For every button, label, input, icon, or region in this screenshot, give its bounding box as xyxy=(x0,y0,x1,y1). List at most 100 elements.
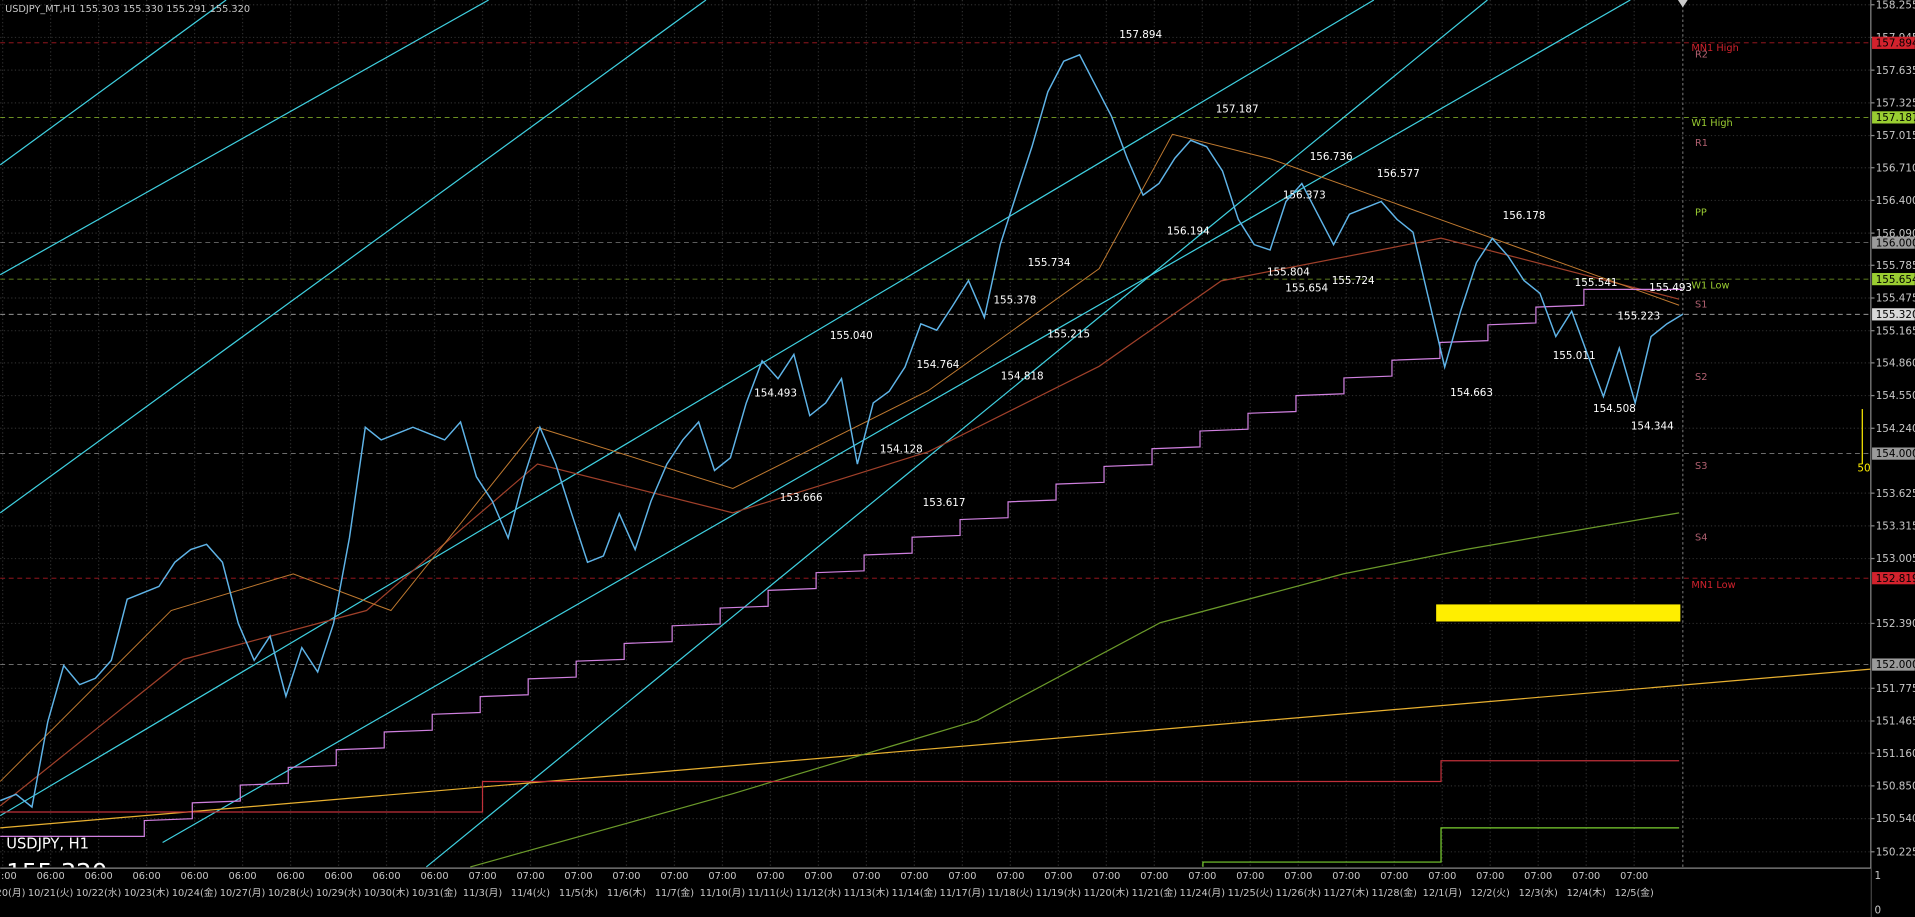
x-date-label: 10/29(水) xyxy=(316,887,361,899)
level-label: 156.000 xyxy=(1876,237,1915,249)
extreme-label: 156.736 xyxy=(1310,151,1353,163)
x-date-label: 11/10(月) xyxy=(700,887,745,899)
x-date-label: 11/24(月) xyxy=(1180,887,1225,899)
y-tick-label: 155.785 xyxy=(1876,260,1915,272)
level-box xyxy=(1872,308,1915,321)
sub-scale: 0 xyxy=(1874,904,1881,916)
x-time-label: 07:00 xyxy=(660,871,688,882)
level-box xyxy=(1872,236,1915,249)
x-date-label: 10/31(金) xyxy=(412,886,457,899)
x-time-label: 06:00 xyxy=(372,871,400,882)
x-date-label: 10/27(月) xyxy=(220,887,265,899)
x-time-label: 07:00 xyxy=(0,871,17,882)
extreme-label: 157.894 xyxy=(1119,29,1162,41)
channel-line xyxy=(0,0,227,166)
zone-box xyxy=(1436,604,1681,622)
pivot-label: S3 xyxy=(1695,461,1707,472)
y-tick-label: 158.255 xyxy=(1876,0,1915,11)
pivot-label: W1 High xyxy=(1691,118,1732,129)
channel-line xyxy=(0,0,707,514)
x-time-label: 07:00 xyxy=(612,871,640,882)
x-time-label: 07:00 xyxy=(1620,871,1648,882)
x-date-label: 11/18(火) xyxy=(988,888,1033,899)
extreme-label: 155.804 xyxy=(1267,267,1310,279)
x-time-label: 06:00 xyxy=(133,871,161,882)
x-date-label: 11/26(水) xyxy=(1276,887,1321,899)
x-date-label: 11/6(木) xyxy=(607,887,646,899)
x-time-label: 07:00 xyxy=(852,871,880,882)
x-time-label: 07:00 xyxy=(948,871,976,882)
weekly-step xyxy=(1202,827,1680,867)
y-tick-label: 150.225 xyxy=(1876,846,1915,858)
x-date-label: 10/28(火) xyxy=(268,888,313,899)
x-date-label: 10/20(月) xyxy=(0,887,25,899)
level-label: 157.894 xyxy=(1876,37,1915,49)
x-time-label: 06:00 xyxy=(37,871,65,882)
x-time-label: 07:00 xyxy=(900,871,928,882)
extreme-label: 156.373 xyxy=(1283,189,1326,201)
level-label: 155.654 xyxy=(1876,274,1915,286)
y-tick-label: 150.540 xyxy=(1876,813,1915,825)
extreme-label: 153.666 xyxy=(780,492,823,504)
channel-line xyxy=(0,0,489,276)
x-time-label: 07:00 xyxy=(1524,871,1552,882)
trend-line xyxy=(0,668,1871,829)
level-label: 154.000 xyxy=(1876,448,1915,460)
x-date-label: 11/25(火) xyxy=(1228,888,1273,899)
extreme-label: 155.040 xyxy=(830,330,873,342)
x-time-label: 07:00 xyxy=(468,871,496,882)
x-date-label: 12/1(月) xyxy=(1423,887,1462,899)
extreme-label: 155.215 xyxy=(1047,329,1090,341)
x-date-label: 11/13(木) xyxy=(844,887,889,899)
extreme-label: 154.493 xyxy=(754,388,797,400)
pivot-label: PP xyxy=(1695,208,1707,219)
sub-scale: 1 xyxy=(1874,870,1881,882)
grid xyxy=(0,0,1871,869)
y-tick-label: 156.710 xyxy=(1876,162,1915,174)
level-label: 157.187 xyxy=(1876,112,1915,124)
channel-line xyxy=(425,0,1488,868)
pivot-label: S2 xyxy=(1695,372,1707,383)
price-line xyxy=(0,53,1684,809)
x-time-label: 07:00 xyxy=(1140,871,1168,882)
x-date-label: 10/21(火) xyxy=(28,888,73,899)
x-time-label: 07:00 xyxy=(516,871,544,882)
x-time-label: 06:00 xyxy=(420,871,448,882)
extreme-label: 155.541 xyxy=(1575,277,1618,289)
extreme-label: 154.818 xyxy=(1001,371,1044,383)
x-time-label: 06:00 xyxy=(85,871,113,882)
level-label: 152.819 xyxy=(1876,573,1915,585)
y-tick-label: 151.775 xyxy=(1876,683,1915,695)
x-time-label: 07:00 xyxy=(1092,871,1120,882)
level-box xyxy=(1872,273,1915,286)
x-axis-band xyxy=(0,868,1871,917)
x-date-label: 10/23(木) xyxy=(124,887,169,899)
header: USDJPY_MT,H1 155.303 155.330 155.291 155… xyxy=(5,4,250,15)
x-time-label: 07:00 xyxy=(1188,871,1216,882)
x-time-label: 07:00 xyxy=(1332,871,1360,882)
x-time-label: 07:00 xyxy=(1380,871,1408,882)
x-date-label: 10/22(水) xyxy=(76,887,121,899)
extreme-label: 155.223 xyxy=(1617,311,1660,323)
channel-line xyxy=(162,0,1631,844)
x-time-label: 07:00 xyxy=(996,871,1024,882)
extreme-label: 156.194 xyxy=(1167,225,1210,237)
x-time-label: 06:00 xyxy=(181,871,209,882)
extreme-label: 154.128 xyxy=(880,443,923,455)
level-label: 152.000 xyxy=(1876,659,1915,671)
extreme-label: 155.493 xyxy=(1649,282,1692,294)
x-time-label: 07:00 xyxy=(804,871,832,882)
extreme-label: 155.734 xyxy=(1028,257,1071,269)
x-date-label: 11/17(月) xyxy=(940,887,985,899)
x-time-label: 07:00 xyxy=(1044,871,1072,882)
pivot-label: MN1 High xyxy=(1691,43,1738,54)
x-date-label: 11/19(水) xyxy=(1036,887,1081,899)
extreme-label: 153.617 xyxy=(923,497,966,509)
extreme-label: 155.724 xyxy=(1332,275,1375,287)
x-date-label: 11/20(木) xyxy=(1084,887,1129,899)
extreme-label: 155.654 xyxy=(1285,282,1328,294)
pivot-label: W1 Low xyxy=(1691,280,1729,291)
x-date-label: 12/5(金) xyxy=(1615,886,1654,899)
